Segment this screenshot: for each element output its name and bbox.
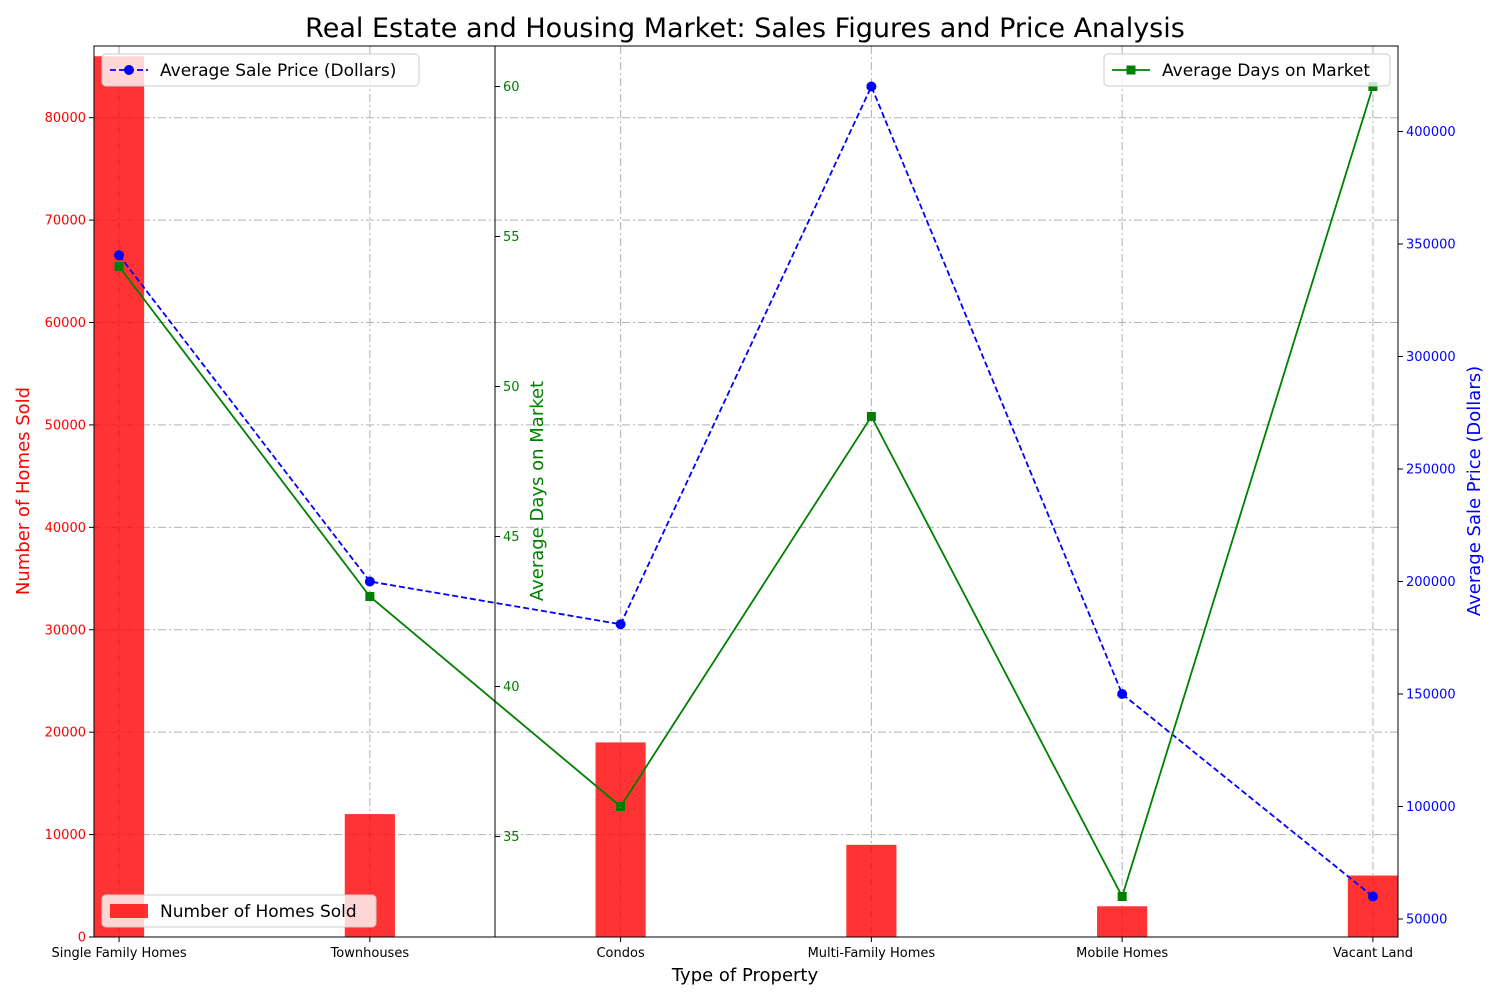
middle-axis-label: Average Days on Market bbox=[527, 381, 548, 601]
middle-axis-tick-label: 35 bbox=[503, 830, 520, 845]
middle-axis-tick-label: 50 bbox=[503, 380, 520, 395]
middle-axis-tick-label: 45 bbox=[503, 530, 520, 545]
left-axis-tick-label: 10000 bbox=[45, 828, 86, 843]
plot-frame bbox=[93, 45, 1399, 938]
price-point-1 bbox=[364, 576, 375, 587]
right-axis-tick-label: 400000 bbox=[1406, 125, 1456, 140]
legend-label: Average Sale Price (Dollars) bbox=[160, 61, 396, 81]
right-axis-tick-label: 200000 bbox=[1406, 575, 1456, 590]
bar-4 bbox=[1097, 906, 1148, 937]
left-axis-tick-label: 30000 bbox=[45, 623, 86, 638]
chart-title: Real Estate and Housing Market: Sales Fi… bbox=[305, 13, 1185, 44]
right-axis-tick-label: 250000 bbox=[1406, 463, 1456, 478]
legend-swatch-marker bbox=[1126, 65, 1136, 75]
x-axis-label: Type of Property bbox=[671, 965, 819, 986]
legend-1: Average Days on Market bbox=[1103, 53, 1391, 87]
axis-layer: Single Family Homes Townhouses Condos Multi… bbox=[45, 45, 1456, 961]
left-axis-tick-label: 70000 bbox=[45, 214, 86, 229]
bar-3 bbox=[846, 844, 897, 937]
middle-axis-tick-label: 55 bbox=[503, 230, 520, 245]
legend-frame bbox=[101, 894, 377, 928]
middle-axis-tick-label: 60 bbox=[503, 80, 520, 95]
legend-2: Number of Homes Sold bbox=[101, 894, 377, 928]
left-axis-label: Number of Homes Sold bbox=[13, 387, 34, 595]
x-tick-label: Single Family Homes bbox=[51, 946, 186, 961]
days-point-3 bbox=[866, 412, 876, 421]
bar-0 bbox=[94, 56, 145, 937]
legend-swatch-marker bbox=[124, 65, 134, 75]
legend-frame bbox=[101, 53, 420, 87]
price-point-5 bbox=[1367, 891, 1378, 902]
legend-label: Average Days on Market bbox=[1162, 61, 1370, 81]
middle-axis-tick-label: 40 bbox=[503, 680, 520, 695]
left-axis-tick-label: 80000 bbox=[45, 111, 86, 126]
price-line bbox=[118, 84, 1374, 898]
bar-5 bbox=[1347, 875, 1398, 937]
legend-label: Number of Homes Sold bbox=[160, 902, 357, 922]
days-point-2 bbox=[616, 802, 626, 811]
legend-0: Average Sale Price (Dollars) bbox=[101, 53, 420, 87]
right-axis-tick-label: 350000 bbox=[1406, 238, 1456, 253]
price-point-4 bbox=[1117, 689, 1128, 699]
x-tick-label: Condos bbox=[596, 946, 644, 961]
days-point-4 bbox=[1117, 892, 1127, 901]
days-point-1 bbox=[365, 592, 375, 601]
right-axis-label: Average Sale Price (Dollars) bbox=[1464, 366, 1485, 616]
x-tick-label: Multi-Family Homes bbox=[808, 946, 936, 961]
line-layer bbox=[114, 81, 1378, 902]
x-tick-label: Townhouses bbox=[330, 946, 410, 961]
left-axis-tick-label: 40000 bbox=[45, 521, 86, 536]
days-line bbox=[118, 86, 1374, 899]
price-point-0 bbox=[114, 250, 125, 261]
x-tick-label: Vacant Land bbox=[1333, 946, 1413, 961]
x-tick-label: Mobile Homes bbox=[1076, 946, 1168, 961]
price-point-2 bbox=[615, 619, 626, 630]
right-axis-tick-label: 50000 bbox=[1406, 913, 1447, 928]
bar-2 bbox=[595, 742, 646, 937]
bar-layer bbox=[94, 56, 1398, 937]
right-axis-tick-label: 100000 bbox=[1406, 800, 1456, 815]
right-axis-tick-label: 150000 bbox=[1406, 688, 1456, 703]
grid-layer bbox=[94, 46, 1398, 937]
left-axis-tick-label: 20000 bbox=[45, 726, 86, 741]
days-point-0 bbox=[114, 262, 124, 271]
left-axis-tick-label: 50000 bbox=[45, 418, 86, 433]
legend-swatch bbox=[110, 904, 148, 918]
price-point-3 bbox=[866, 81, 877, 92]
left-axis-tick-label: 0 bbox=[78, 931, 86, 946]
right-axis-tick-label: 300000 bbox=[1406, 350, 1456, 365]
legend-frame bbox=[1103, 53, 1391, 87]
legend-layer: Average Sale Price (Dollars) Average Days… bbox=[101, 53, 1391, 928]
left-axis-tick-label: 60000 bbox=[45, 316, 86, 331]
